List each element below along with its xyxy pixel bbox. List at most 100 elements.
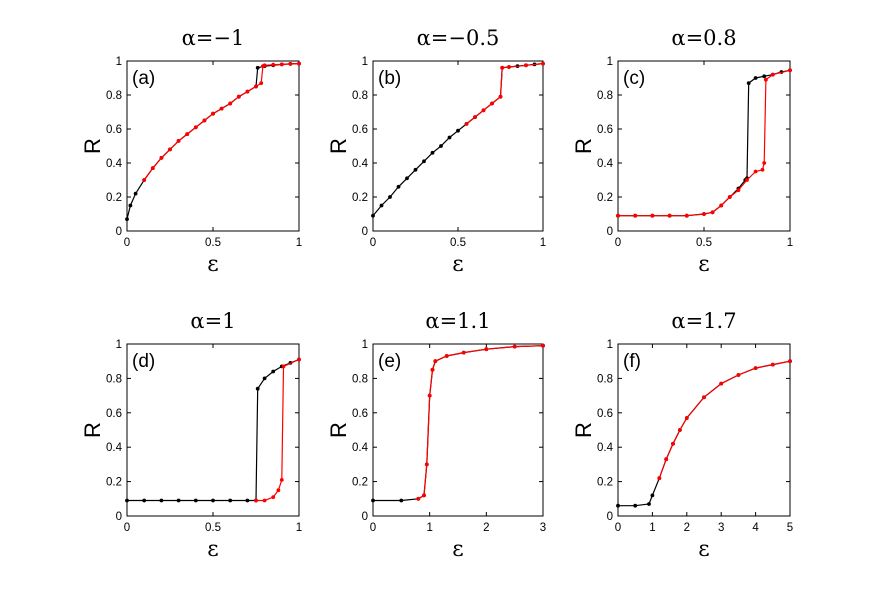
data-point-backward xyxy=(541,61,545,66)
data-point-backward xyxy=(271,62,276,67)
x-tick-label: 1 xyxy=(540,237,546,249)
y-tick-label: 0 xyxy=(607,511,613,523)
chart-title: α=1.7 xyxy=(671,309,736,333)
x-tick-label: 2 xyxy=(684,522,690,534)
series-line-backward xyxy=(143,63,300,181)
data-point-backward xyxy=(193,125,198,130)
panel-label: (b) xyxy=(378,68,401,89)
data-point-backward xyxy=(702,212,706,216)
data-point-forward xyxy=(413,167,418,172)
data-point-backward xyxy=(276,488,281,493)
x-tick-label: 4 xyxy=(752,522,759,534)
y-tick-label: 0.6 xyxy=(597,124,613,136)
data-point-forward xyxy=(396,184,401,189)
x-tick-label: 3 xyxy=(718,522,724,534)
data-point-backward xyxy=(788,68,792,73)
data-point-backward xyxy=(228,101,233,106)
data-point-backward xyxy=(430,367,435,372)
data-point-backward xyxy=(185,132,190,137)
y-tick-label: 0.8 xyxy=(597,373,613,385)
data-point-backward xyxy=(719,203,724,208)
data-point-backward xyxy=(142,178,147,182)
y-tick-label: 0 xyxy=(116,511,122,523)
y-tick-label: 1 xyxy=(607,339,613,351)
y-tick-label: 0.2 xyxy=(352,192,368,204)
data-point-backward xyxy=(464,122,469,126)
y-axis-label: R xyxy=(80,422,105,438)
y-axis-label: R xyxy=(326,138,351,154)
data-point-forward xyxy=(430,150,435,155)
y-tick-label: 1 xyxy=(116,56,122,68)
y-tick-label: 1 xyxy=(607,56,613,68)
x-tick-label: 0 xyxy=(370,237,376,249)
data-point-backward xyxy=(512,344,517,349)
y-tick-label: 0.8 xyxy=(106,90,122,102)
y-tick-label: 0.6 xyxy=(352,124,368,136)
data-point-backward xyxy=(297,61,301,66)
data-point-forward xyxy=(159,498,164,503)
x-tick-label: 1 xyxy=(296,522,302,534)
y-tick-label: 0 xyxy=(116,226,122,238)
data-point-backward xyxy=(427,393,432,398)
data-point-backward xyxy=(788,359,792,364)
data-point-backward xyxy=(633,213,638,218)
y-tick-label: 0.2 xyxy=(106,192,122,204)
data-point-backward xyxy=(684,213,689,218)
series-line-backward xyxy=(466,63,544,125)
data-point-backward xyxy=(262,498,267,503)
chart-panel-6: α=1.7 0 0.2 0.4 0.6 0.8 1 0 1 2 3 4 5 ε R (f) xyxy=(571,309,793,562)
data-point-forward xyxy=(379,203,384,208)
y-tick-label: 0.6 xyxy=(106,124,122,136)
panel-label: (e) xyxy=(378,351,401,372)
data-point-forward xyxy=(762,74,767,79)
data-point-backward xyxy=(490,101,494,106)
data-point-backward xyxy=(281,364,286,369)
data-point-backward xyxy=(236,94,241,99)
y-tick-label: 0.8 xyxy=(597,90,613,102)
y-tick-label: 0.6 xyxy=(352,408,368,420)
x-axis-label: ε xyxy=(207,252,218,277)
data-point-backward xyxy=(507,65,511,69)
y-tick-label: 0 xyxy=(607,226,613,238)
y-tick-label: 0.8 xyxy=(352,90,368,102)
chart-title: α=−0.5 xyxy=(417,26,500,50)
data-point-backward xyxy=(473,115,477,119)
x-axis-label: ε xyxy=(698,252,709,277)
y-tick-label: 1 xyxy=(362,56,368,68)
data-point-backward xyxy=(684,416,689,420)
y-tick-label: 0.6 xyxy=(597,408,613,420)
chart-title: α=0.8 xyxy=(671,26,736,50)
data-point-backward xyxy=(753,366,758,370)
data-point-forward xyxy=(245,498,250,503)
data-point-backward xyxy=(259,81,264,85)
chart-title: α=1 xyxy=(190,309,235,333)
axes-frame xyxy=(372,343,544,517)
data-point-backward xyxy=(481,108,486,113)
x-tick-label: 3 xyxy=(540,522,546,534)
y-tick-label: 0.8 xyxy=(352,373,368,385)
y-tick-label: 0.2 xyxy=(597,192,613,204)
data-point-backward xyxy=(745,178,749,182)
y-tick-label: 0.4 xyxy=(106,158,123,170)
data-point-backward xyxy=(657,476,662,481)
x-tick-label: 0 xyxy=(124,522,130,534)
y-tick-label: 0.8 xyxy=(106,373,122,385)
chart-title: α=−1 xyxy=(182,26,245,50)
data-point-backward xyxy=(524,63,528,68)
panel-label: (d) xyxy=(132,351,155,372)
data-point-backward xyxy=(219,106,224,111)
x-axis-label: ε xyxy=(698,537,709,562)
y-tick-label: 0 xyxy=(362,226,368,238)
data-point-forward xyxy=(125,498,129,503)
data-point-backward xyxy=(150,166,155,171)
data-point-backward xyxy=(500,65,505,70)
data-point-backward xyxy=(245,89,250,94)
data-point-forward xyxy=(371,213,375,218)
data-point-backward xyxy=(736,188,741,193)
x-axis-label: ε xyxy=(207,537,218,562)
data-point-backward xyxy=(211,111,215,116)
data-point-forward xyxy=(633,503,638,508)
series-line-forward xyxy=(127,358,300,502)
data-point-backward xyxy=(770,362,775,367)
data-point-forward xyxy=(616,503,620,508)
